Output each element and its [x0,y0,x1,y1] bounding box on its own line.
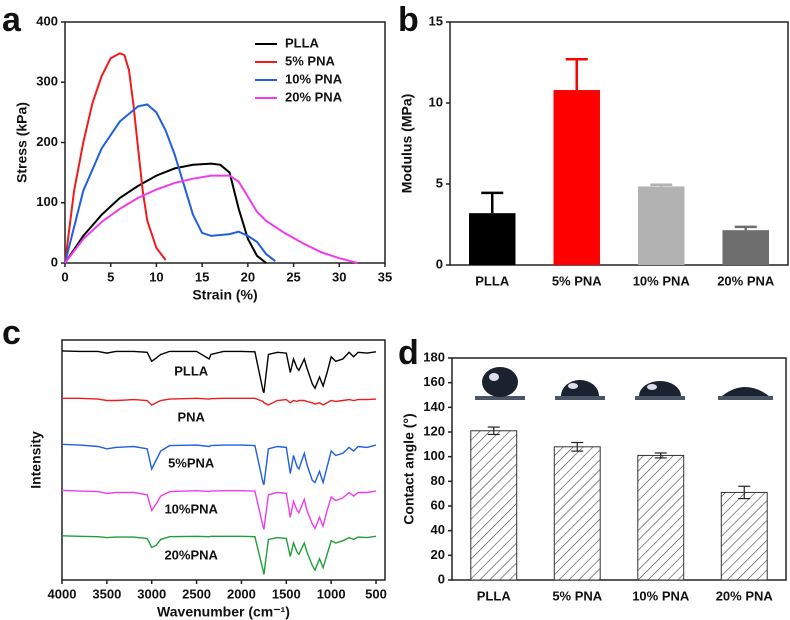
x-tick-label: 4000 [48,586,77,601]
y-tick-label: 40 [431,522,445,537]
x-tick-label: 10 [149,269,163,284]
plot-frame [449,21,789,266]
x-tick-label: 2000 [227,586,256,601]
legend-label: 20% PNA [285,89,343,104]
bar [553,446,601,581]
y-axis-title: Stress (kPa) [14,102,30,183]
x-tick-label: 30 [332,269,346,284]
panel-letter: b [398,1,419,39]
x-tick-label: 3500 [92,586,121,601]
y-tick-label: 5 [436,175,443,190]
legend-label: PLLA [285,35,320,50]
series-line [64,52,167,264]
y-tick-label: 100 [36,194,58,209]
series-line [64,103,276,264]
x-tick-label: 15 [195,269,209,284]
x-tick-label: PLLA [477,588,512,603]
x-tick-label: 10% PNA [632,588,690,603]
bar [720,491,768,581]
series-line [61,535,377,575]
y-tick-label: 100 [423,448,445,463]
x-tick-label: PLLA [475,273,510,288]
y-tick-label: 0 [436,256,443,271]
y-tick-label: 60 [431,497,445,512]
x-tick-label: 2500 [182,586,211,601]
y-tick-label: 0 [51,254,58,269]
bar [553,90,600,265]
y-axis-title: Intensity [28,431,44,489]
x-axis-title: Strain (%) [192,287,257,303]
x-tick-label: 5% PNA [552,588,602,603]
series-label: PNA [177,409,205,424]
y-tick-label: 180 [423,349,445,364]
y-tick-label: 0 [438,571,445,586]
y-tick-label: 80 [431,473,445,488]
series-label: PLLA [174,363,209,378]
y-axis-title: Modulus (MPa) [399,94,415,194]
y-tick-label: 160 [423,374,445,389]
series-line [61,489,377,531]
series-line [61,350,377,394]
x-tick-label: 1000 [317,586,346,601]
series-line [61,443,377,486]
series-label: 20%PNA [164,547,218,562]
series-label: 5%PNA [168,455,215,470]
series-line [64,174,358,264]
legend-label: 5% PNA [285,53,335,68]
x-tick-label: 5% PNA [552,273,602,288]
x-tick-label: 500 [365,586,387,601]
plot-frame [61,339,386,581]
x-tick-label: 3000 [137,586,166,601]
x-tick-label: 5 [107,269,114,284]
x-tick-label: 10% PNA [633,273,691,288]
y-tick-label: 120 [423,423,445,438]
plot-frame [451,357,787,581]
plot-frame [64,21,386,264]
y-tick-label: 200 [36,134,58,149]
x-tick-label: 35 [378,269,392,284]
series-line [64,162,267,264]
x-tick-label: 1500 [272,586,301,601]
y-tick-label: 400 [36,13,58,28]
series-line [62,397,377,406]
y-tick-label: 300 [36,74,58,89]
bar [722,230,769,265]
bar [470,430,518,581]
panel-letter: d [398,334,419,372]
bar [638,186,685,265]
bar [637,454,685,581]
y-tick-label: 15 [429,13,443,28]
panel-letter: c [2,314,21,352]
panel-letter: a [2,1,22,39]
x-tick-label: 25 [286,269,300,284]
x-tick-label: 20 [241,269,255,284]
x-tick-label: 0 [61,269,68,284]
bar [469,213,516,265]
legend-label: 10% PNA [285,71,343,86]
x-tick-label: 20% PNA [716,588,774,603]
series-label: 10%PNA [164,501,218,516]
droplets [475,367,773,400]
y-tick-label: 140 [423,399,445,414]
x-axis-title: Wavenumber (cm⁻¹) [157,604,290,620]
y-tick-label: 10 [429,94,443,109]
y-axis-title: Contact angle (°) [401,413,417,524]
x-tick-label: 20% PNA [717,273,775,288]
y-tick-label: 20 [431,547,445,562]
